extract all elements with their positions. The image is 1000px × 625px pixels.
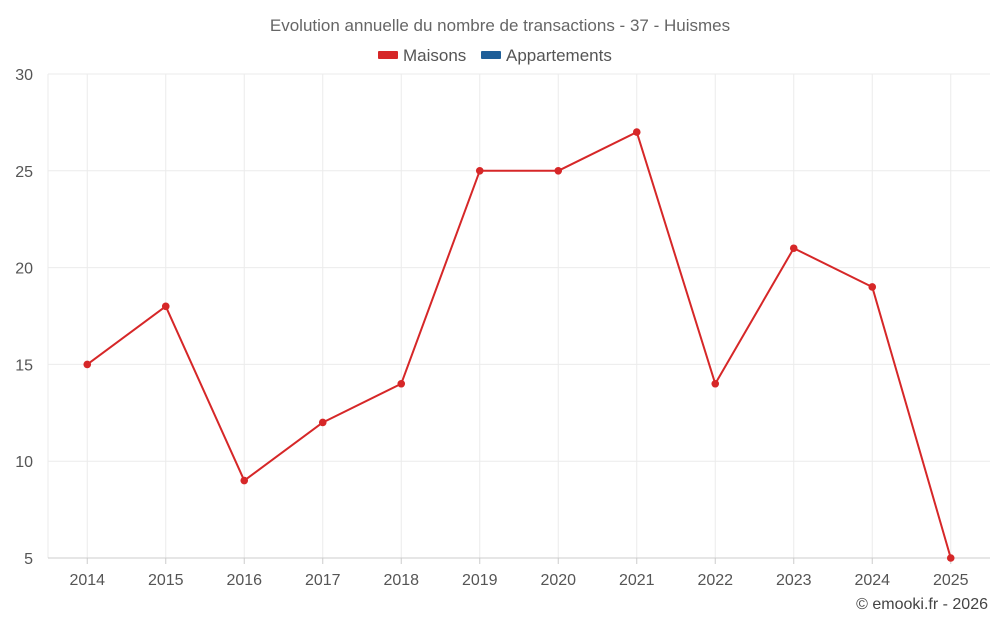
x-tick-label: 2018 [383,572,419,589]
y-axis: 5 10 15 20 25 30 [15,67,33,568]
x-tick-label: 2019 [462,572,498,589]
x-tick-label: 2023 [776,572,812,589]
data-point[interactable] [83,360,92,369]
y-tick-label: 30 [15,67,33,84]
gridlines [47,73,990,558]
data-point[interactable] [161,302,170,311]
data-point[interactable] [789,244,798,253]
x-tick-label: 2015 [148,572,184,589]
data-point[interactable] [711,379,720,388]
x-tick-label: 2025 [933,572,969,589]
x-tick-label: 2017 [305,572,341,589]
chart-title: Evolution annuelle du nombre de transact… [270,16,730,35]
x-axis: 2014 2015 2016 2017 2018 2019 2020 2021 2022 2023… [48,557,990,589]
x-tick-label: 2021 [619,572,655,589]
y-tick-label: 5 [24,551,33,568]
x-tick-label: 2022 [697,572,733,589]
x-tick-label: 2014 [69,572,105,589]
data-point[interactable] [397,379,406,388]
y-tick-label: 25 [15,164,33,181]
y-tick-label: 20 [15,261,33,278]
legend-label-maisons[interactable]: Maisons [403,46,466,65]
x-tick-label: 2020 [540,572,576,589]
series-maisons [83,128,955,562]
credit-text: © emooki.fr - 2026 [856,596,988,613]
series-line-maisons [86,131,952,559]
data-point[interactable] [632,128,641,136]
data-point[interactable] [475,167,484,175]
x-tick-label: 2024 [854,572,890,589]
x-tick-label: 2016 [226,572,262,589]
legend: Maisons Appartements [378,46,612,65]
data-point[interactable] [554,167,563,175]
data-point[interactable] [868,283,877,291]
legend-swatch-maisons[interactable] [378,51,398,59]
legend-label-appartements[interactable]: Appartements [506,46,612,65]
data-point[interactable] [946,554,955,562]
data-point[interactable] [240,476,249,485]
data-point[interactable] [318,418,327,427]
legend-swatch-appartements[interactable] [481,51,501,59]
y-tick-label: 15 [15,357,33,374]
y-tick-label: 10 [15,454,33,471]
